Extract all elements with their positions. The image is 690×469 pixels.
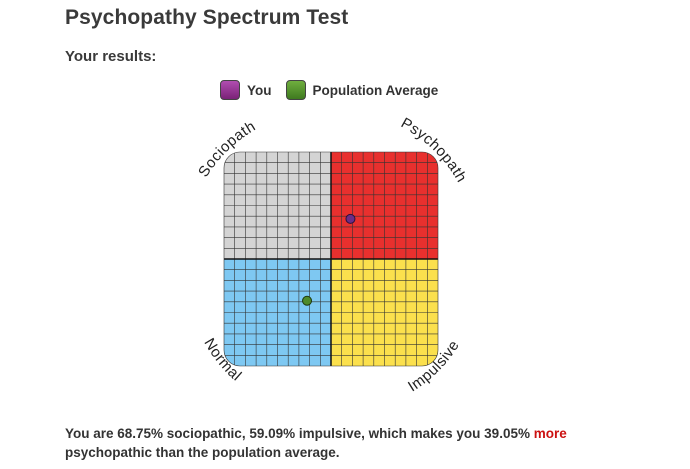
- legend-label-population: Population Average: [312, 82, 439, 98]
- population-swatch-icon: [285, 80, 306, 100]
- marker-you: [345, 213, 356, 224]
- legend-label-you: You: [247, 82, 272, 98]
- chart-legend: You Population Average: [220, 80, 452, 100]
- results-heading: Your results:: [65, 48, 157, 65]
- result-summary: You are 68.75% sociopathic, 59.09% impul…: [65, 424, 665, 462]
- legend-item-population: Population Average: [285, 80, 439, 100]
- chart-border: [223, 151, 439, 367]
- result-text-end: psychopathic than the population average…: [65, 445, 340, 460]
- marker-population-average: [302, 295, 313, 306]
- page-title: Psychopathy Spectrum Test: [65, 6, 349, 29]
- result-text-start: You are 68.75% sociopathic, 59.09% impul…: [65, 426, 530, 441]
- you-swatch-icon: [220, 80, 240, 100]
- legend-item-you: You: [220, 80, 272, 100]
- result-highlight-more: more: [533, 426, 567, 441]
